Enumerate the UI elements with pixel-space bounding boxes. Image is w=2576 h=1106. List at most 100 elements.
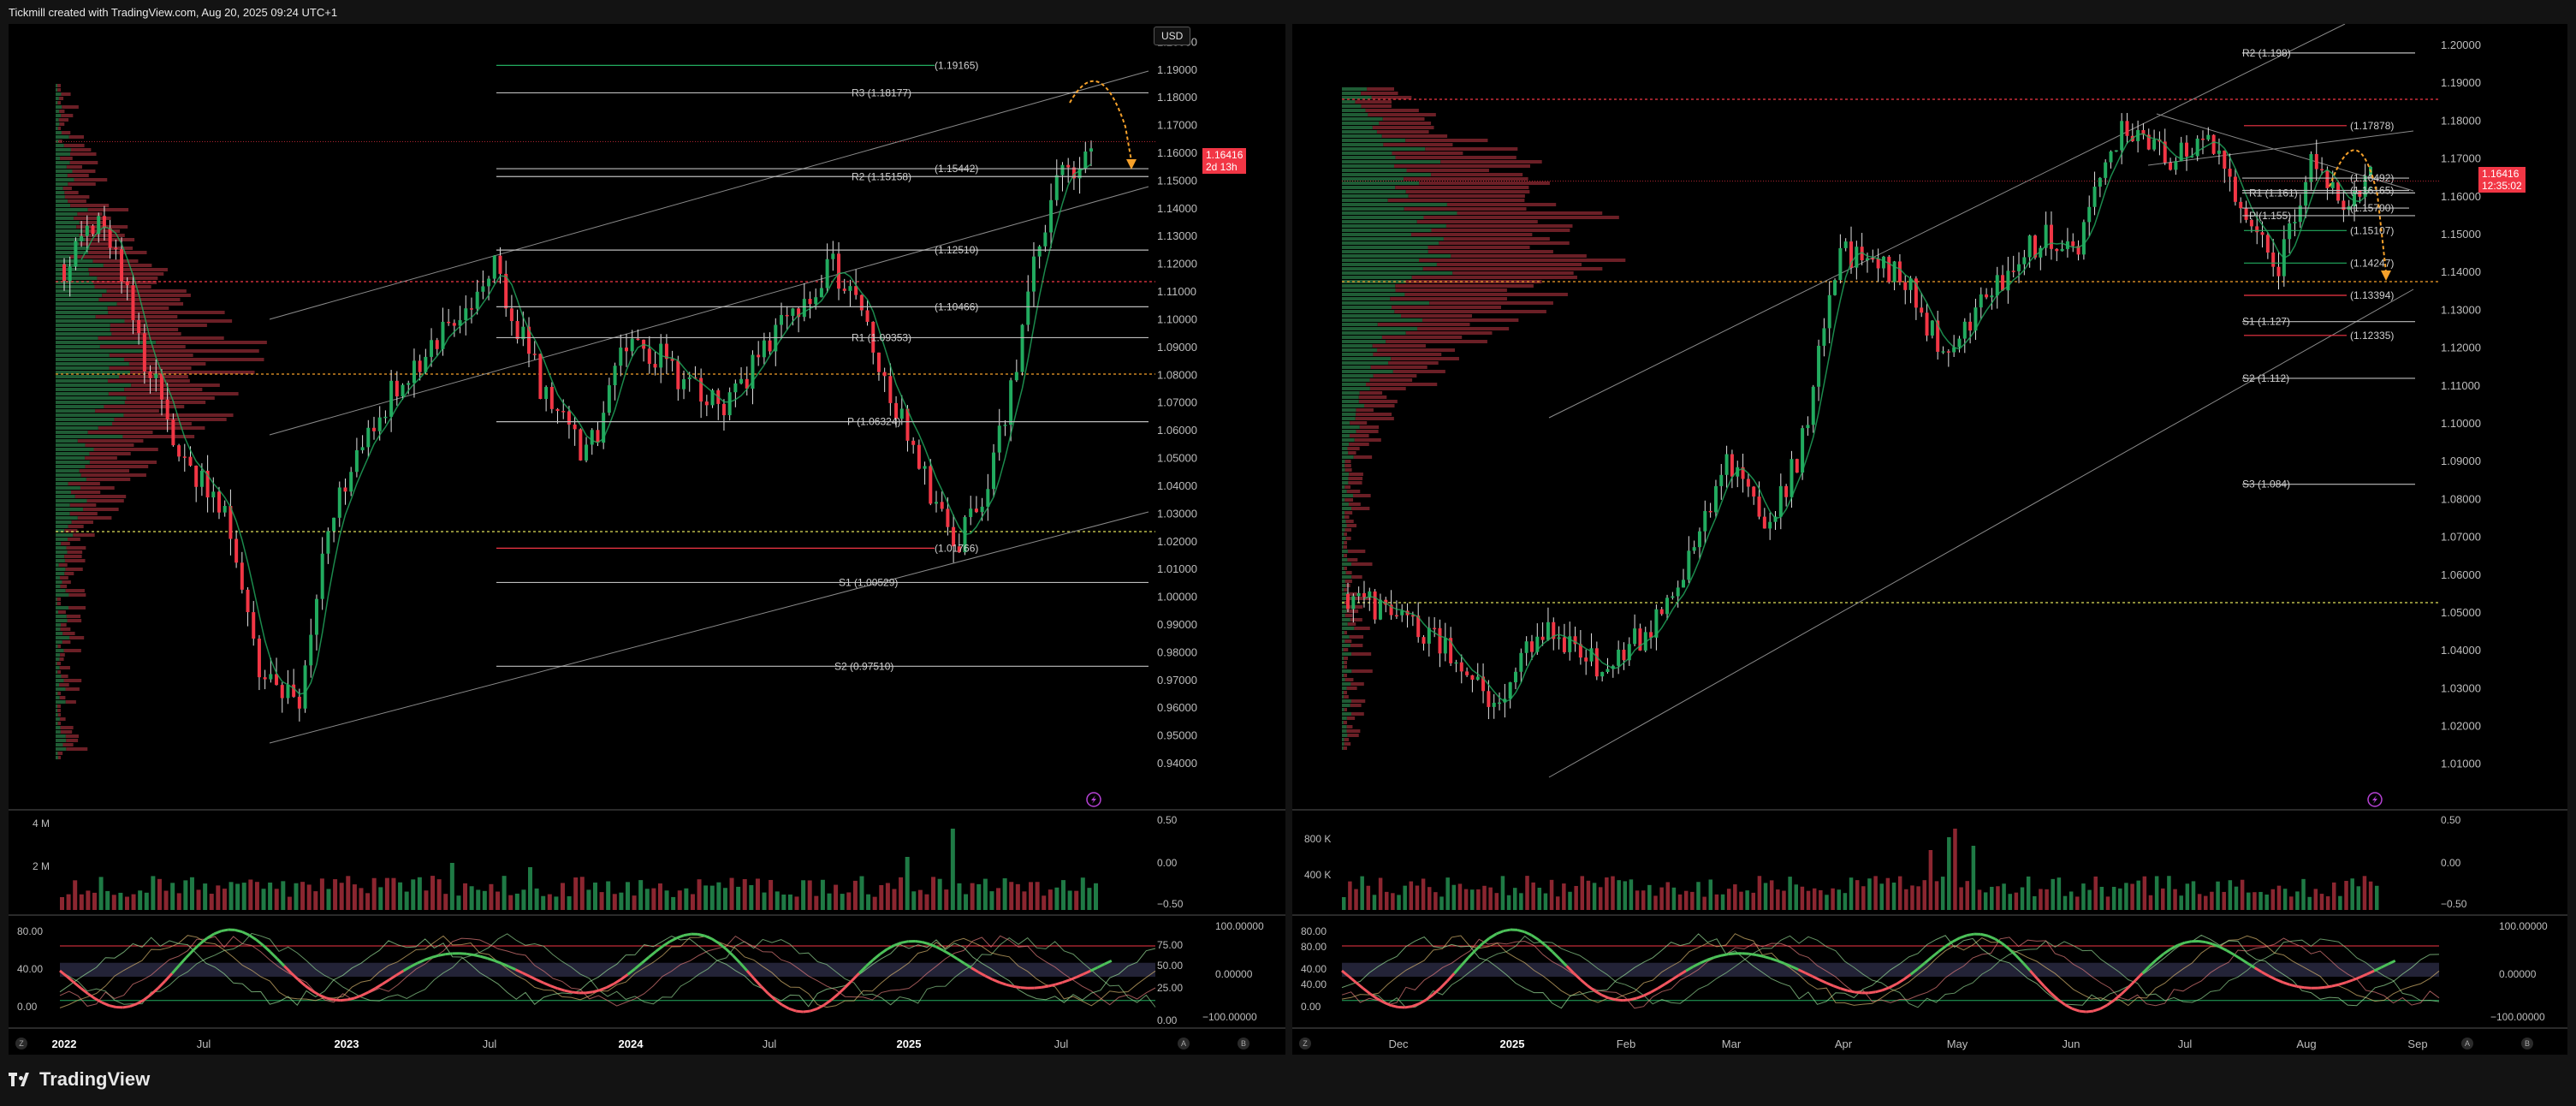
volume-bar <box>241 883 246 910</box>
price-axis-label: 1.13000 <box>2441 303 2481 316</box>
candle-body <box>188 456 193 466</box>
volume-profile-up-bar <box>1342 370 1393 373</box>
candle-body <box>2288 223 2292 240</box>
candle-body <box>2217 150 2221 154</box>
oscillator-main-line <box>1552 950 1561 960</box>
oscillator-main-line <box>704 934 713 941</box>
volume-bar <box>1617 880 1621 910</box>
volume-profile-down-bar <box>1349 473 1363 476</box>
volume-bar <box>1867 878 1872 910</box>
oscillator-main-line <box>234 928 243 934</box>
candle-body <box>360 447 365 450</box>
oscillator-main-line <box>620 973 629 981</box>
price-axis-label: 1.10000 <box>2441 417 2481 430</box>
candle-body <box>401 384 405 397</box>
chart-panel-daily[interactable]: R2 (1.198) (1.17878) (1.16492) (1.16165) R1 … <box>1292 24 2567 1055</box>
volume-profile-up-bar <box>56 251 89 254</box>
volume-profile-up-bar <box>1342 425 1360 429</box>
candle-body <box>475 291 479 309</box>
volume-bar <box>417 877 422 910</box>
volume-bar <box>404 891 409 910</box>
oscillator-main-line <box>549 984 559 990</box>
candle-body <box>527 326 531 354</box>
candle-body <box>1498 702 1502 705</box>
price-axis-label: 1.12000 <box>1157 258 1197 271</box>
pivot-level-label: (1.14247) <box>2350 257 2394 269</box>
time-axis-label: Jun <box>2063 1038 2080 1050</box>
candle-body <box>2320 169 2324 171</box>
oscillator-main-line <box>1790 965 1799 972</box>
candle-body <box>521 326 525 340</box>
auto-scale-button[interactable]: A <box>1178 1038 1190 1050</box>
oscillator-main-line <box>1931 950 1940 959</box>
tradingview-logo[interactable]: TradingView <box>9 1068 150 1091</box>
volume-profile-up-bar <box>56 302 117 306</box>
volume-profile-up-bar <box>56 281 94 284</box>
volume-profile-down-bar <box>1393 164 1530 168</box>
volume-bar <box>2253 892 2257 910</box>
candle-body <box>2071 241 2075 247</box>
volume-profile-up-bar <box>56 336 98 340</box>
volume-profile-down-bar <box>102 294 191 297</box>
volume-profile-down-bar <box>1345 537 1351 540</box>
trend-channel-line <box>1548 288 2414 778</box>
volume-bar <box>554 896 559 910</box>
volume-profile-down-bar <box>1344 528 1352 532</box>
bar-button[interactable]: B <box>1238 1038 1249 1050</box>
volume-profile-down-bar <box>107 379 190 383</box>
volume-profile-down-bar <box>83 508 119 511</box>
bar-button-right[interactable]: B <box>2521 1038 2533 1050</box>
volume-profile-up-bar <box>56 499 87 502</box>
volume-bar <box>1806 890 1811 910</box>
oscillator-main-line <box>571 990 579 995</box>
oscillator-main-line <box>2282 981 2291 986</box>
candle-body <box>814 297 818 305</box>
volume-profile-down-bar <box>1451 254 1587 258</box>
zoom-button-right[interactable]: Z <box>1299 1038 1311 1050</box>
volume-profile-down-bar <box>1348 477 1363 480</box>
oscillator-main-line <box>382 978 390 985</box>
volume-profile-down-bar <box>68 182 96 186</box>
volume-profile-down-bar <box>68 538 80 541</box>
volume-profile-up-bar <box>1342 537 1346 540</box>
volume-profile-down-bar <box>89 247 134 250</box>
chart-canvas-left[interactable]: (1.19165)R3 (1.18177)(1.15442)R2 (1.1515… <box>9 24 1285 1055</box>
candle-body <box>1573 636 1577 645</box>
candle-body <box>1730 454 1734 477</box>
oscillator-main-line <box>347 996 355 1002</box>
candle-body <box>751 354 755 389</box>
chart-panel-weekly[interactable]: (1.19165) R3 (1.18177) (1.15442) R2 (1.1515… <box>9 24 1285 1055</box>
volume-profile-up-bar <box>1342 430 1356 433</box>
volume-profile-up-bar <box>56 315 96 318</box>
candle-body <box>1952 347 1956 353</box>
volume-bar <box>1843 893 1848 910</box>
auto-scale-button-right[interactable]: A <box>2461 1038 2473 1050</box>
volume-bar <box>1922 880 1926 910</box>
oscillator-main-line <box>1938 945 1947 953</box>
oscillator-main-line <box>2318 985 2325 990</box>
volume-bar <box>111 895 116 910</box>
volume-bar <box>2063 895 2068 910</box>
pivot-level-label: R1 (1.161) <box>2249 187 2298 199</box>
candle-body <box>837 253 841 289</box>
volume-bar <box>1094 883 1098 910</box>
chart-canvas-right[interactable]: R2 (1.198)(1.17878)(1.16492)(1.16165)R1 … <box>1292 24 2567 1055</box>
volume-bar <box>1776 889 1780 910</box>
candle-body <box>1617 649 1621 666</box>
candle-body <box>710 389 715 406</box>
chart-title: Tickmill created with TradingView.com, A… <box>9 6 338 19</box>
candle-body <box>1083 152 1088 169</box>
currency-button[interactable]: USD <box>1154 27 1191 45</box>
candle-body <box>177 445 181 457</box>
oscillator-right-axis-label: 0.00 <box>1157 1014 1178 1026</box>
zoom-button[interactable]: Z <box>15 1038 27 1050</box>
volume-profile-up-bar <box>56 341 157 344</box>
candle-body <box>1351 596 1356 609</box>
volume-profile-down-bar <box>1343 746 1347 750</box>
volume-profile-down-bar <box>62 640 71 644</box>
oscillator-main-line <box>360 990 370 997</box>
volume-profile-down-bar <box>104 405 185 408</box>
candle-body <box>2033 235 2037 258</box>
volume-bar <box>469 886 474 910</box>
volume-bar <box>573 877 579 910</box>
